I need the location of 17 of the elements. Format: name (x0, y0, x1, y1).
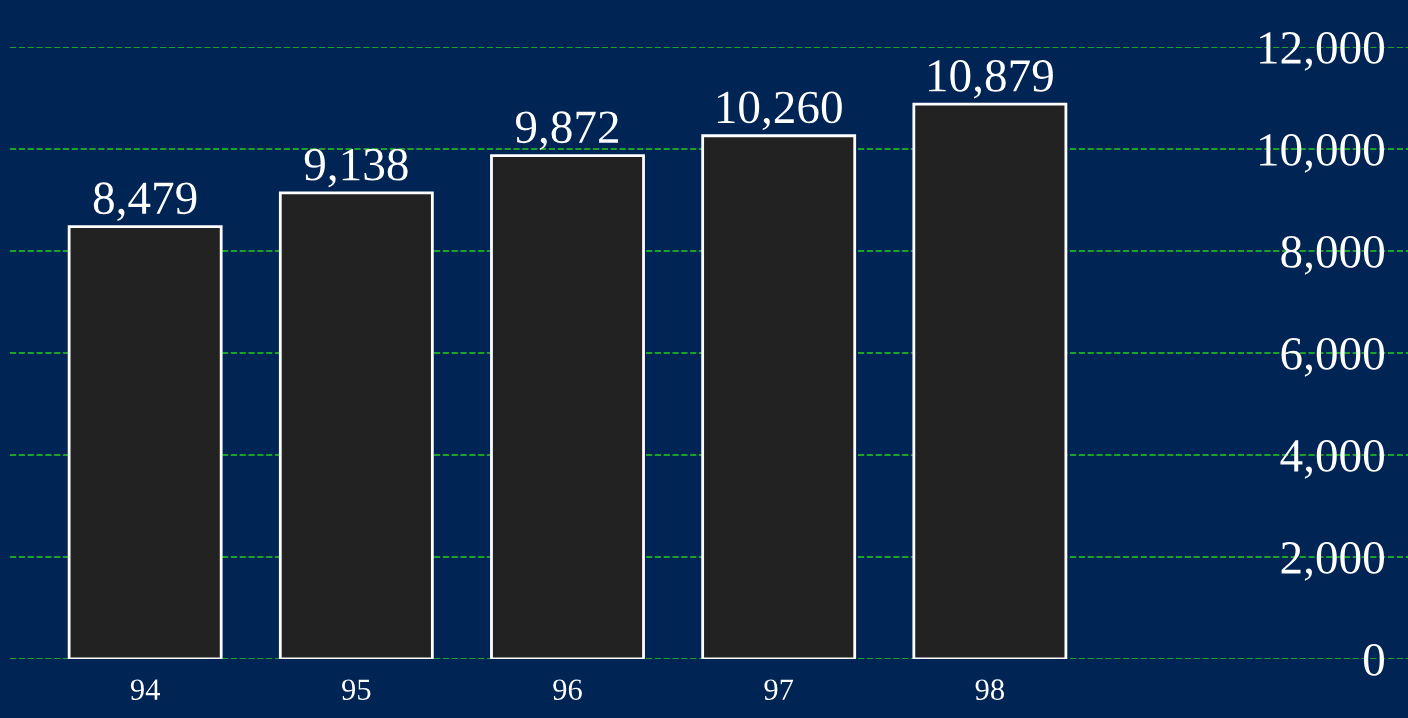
y-tick-label: 2,000 (1281, 541, 1384, 581)
y-tick-label: 0 (1363, 643, 1384, 676)
y-tick-label: 10,000 (1260, 133, 1384, 173)
x-tick-label: 97 (764, 679, 794, 700)
y-tick-label: 8,000 (1281, 235, 1384, 275)
y-tick-label: 12,000 (1260, 31, 1384, 71)
x-tick-label: 98 (975, 679, 1004, 700)
data-label: 10,879 (929, 59, 1053, 99)
y-tick-label: 4,000 (1280, 439, 1384, 479)
x-tick-label: 95 (342, 679, 371, 700)
data-label: 8,479 (93, 182, 197, 221)
data-label: 9,872 (515, 111, 619, 150)
x-tick-label: 94 (130, 679, 160, 700)
data-label: 9,138 (304, 148, 408, 188)
data-label: 10,260 (717, 91, 842, 131)
x-tick-label: 96 (553, 679, 582, 700)
y-tick-label: 6,000 (1281, 337, 1384, 377)
